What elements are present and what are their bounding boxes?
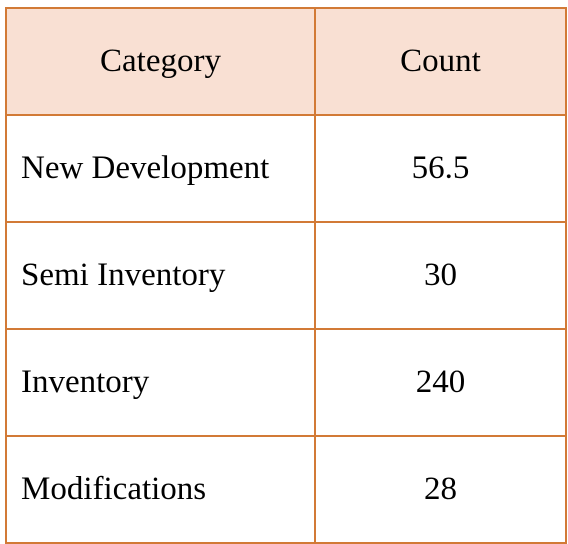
column-header-category: Category	[5, 7, 316, 116]
table-row: Modifications 28	[5, 435, 567, 544]
table-row: Semi Inventory 30	[5, 221, 567, 330]
category-cell: Inventory	[5, 328, 316, 437]
count-cell: 240	[314, 328, 567, 437]
count-cell: 28	[314, 435, 567, 544]
header-row: Category Count	[5, 7, 567, 116]
category-cell: Modifications	[5, 435, 316, 544]
column-header-count: Count	[314, 7, 567, 116]
count-cell: 30	[314, 221, 567, 330]
table-row: New Development 56.5	[5, 114, 567, 223]
count-cell: 56.5	[314, 114, 567, 223]
category-cell: New Development	[5, 114, 316, 223]
data-table: Category Count New Development 56.5 Semi…	[5, 7, 567, 544]
table-row: Inventory 240	[5, 328, 567, 437]
category-cell: Semi Inventory	[5, 221, 316, 330]
